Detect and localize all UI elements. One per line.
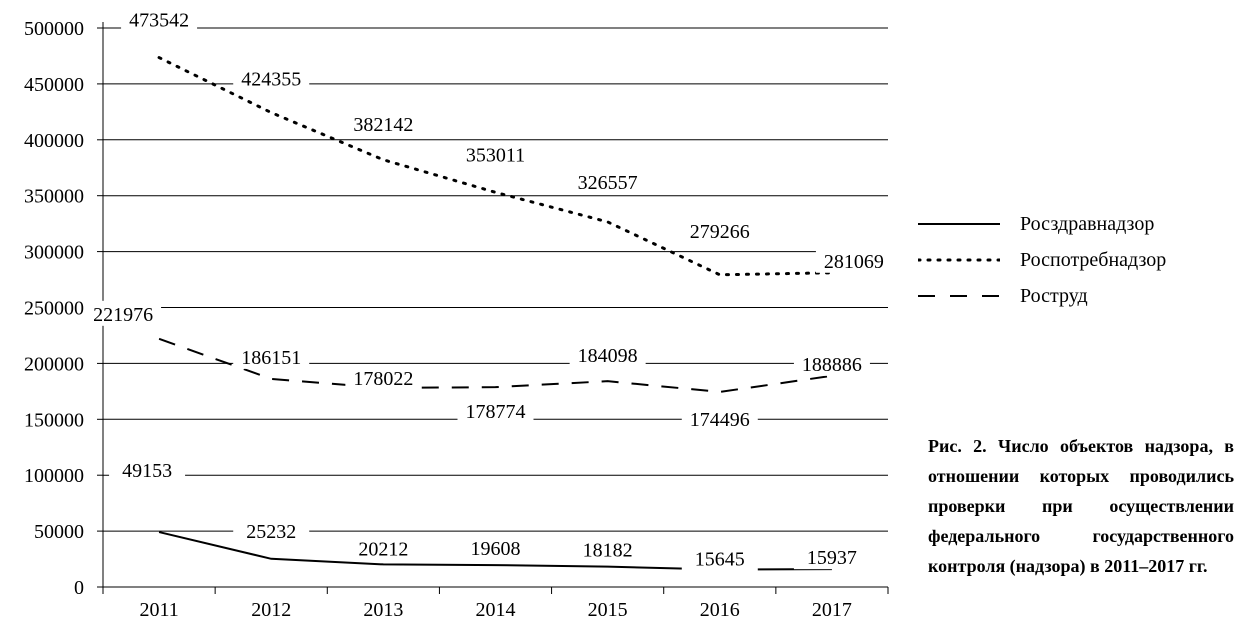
- data-label-background: [681, 217, 758, 243]
- data-label-background: [121, 6, 198, 32]
- data-label-background: [681, 545, 758, 571]
- legend-item-roszdravnadzor: Росздравнадзор: [918, 206, 1234, 242]
- data-label: 20212: [358, 538, 408, 560]
- y-tick-label: 400000: [24, 130, 84, 152]
- data-label-background: [569, 536, 646, 562]
- data-label-background: [233, 343, 310, 369]
- data-label-background: [233, 517, 310, 543]
- figure-caption: Рис. 2. Число объектов надзора, в отноше…: [928, 436, 1234, 576]
- data-label-background: [457, 141, 534, 167]
- data-label: 19608: [471, 538, 521, 560]
- data-label-background: [569, 342, 646, 368]
- data-label-background: [569, 168, 646, 194]
- data-label-background: [457, 398, 534, 424]
- data-label: 178774: [466, 401, 526, 423]
- data-label-background: [457, 535, 534, 561]
- series-lines: [157, 56, 834, 571]
- x-tick-label: 2011: [139, 599, 178, 621]
- series-line-dotted: [157, 56, 834, 277]
- y-tick-label: 300000: [24, 242, 84, 264]
- data-label: 424355: [241, 69, 301, 91]
- x-tick-label: 2016: [700, 599, 740, 621]
- legend-dashed-line-swatch: [918, 295, 1000, 297]
- y-tick-label: 50000: [34, 521, 84, 543]
- data-label: 15645: [695, 549, 745, 571]
- data-label: 25232: [246, 521, 296, 543]
- y-tick-label: 0: [74, 577, 84, 599]
- y-tick-label: 150000: [24, 409, 84, 431]
- y-tick-label: 100000: [24, 465, 84, 487]
- data-label: 473542: [129, 10, 189, 32]
- axes: 0 50000 100000 150000 200000 250000 300000 3500…: [24, 18, 889, 621]
- data-label: 279266: [690, 221, 750, 243]
- legend-solid-line-swatch: [918, 223, 1000, 225]
- data-label: 382142: [353, 114, 413, 136]
- series-line-dashed: [158, 337, 833, 393]
- data-label-background: [85, 300, 162, 326]
- data-label-background: [815, 247, 892, 273]
- data-label: 221976: [93, 304, 153, 326]
- data-label-background: [793, 544, 870, 570]
- y-tick-label: 500000: [24, 18, 84, 40]
- data-label-background: [109, 457, 186, 483]
- data-label: 188886: [802, 354, 862, 376]
- x-tick-label: 2017: [812, 599, 852, 621]
- x-tick-label: 2015: [588, 599, 628, 621]
- data-label-background: [681, 405, 758, 431]
- legend-item-rostrud: Роструд: [918, 278, 1234, 314]
- data-label: 281069: [824, 251, 884, 273]
- data-label: 353011: [466, 144, 525, 166]
- data-label-background: [345, 535, 422, 561]
- data-label: 174496: [690, 409, 750, 431]
- y-tick-label: 350000: [24, 186, 84, 208]
- data-label-background: [345, 364, 422, 390]
- data-label: 178022: [353, 368, 413, 390]
- data-label-background: [233, 65, 310, 91]
- data-label-background: [345, 110, 422, 136]
- line-chart: 0 50000 100000 150000 200000 250000 300000 3500…: [24, 6, 892, 621]
- legend-dotted-line-swatch: [918, 258, 1000, 262]
- x-tick-label: 2013: [363, 599, 403, 621]
- legend-label-rospotrebnadzor: Роспотребнадзор: [1020, 248, 1167, 271]
- legend-item-rospotrebnadzor: Роспотребнадзор: [918, 242, 1234, 278]
- data-label: 186151: [241, 347, 301, 369]
- gridlines: [103, 27, 888, 532]
- legend: Росздравнадзор Роспотребнадзор Роструд: [918, 206, 1234, 314]
- legend-label-rostrud: Роструд: [1020, 284, 1088, 307]
- y-tick-label: 450000: [24, 74, 84, 96]
- legend-label-roszdravnadzor: Росздравнадзор: [1020, 212, 1155, 235]
- data-label: 15937: [807, 547, 857, 569]
- data-label-background: [793, 350, 870, 376]
- data-label: 49153: [122, 460, 172, 482]
- data-label: 326557: [578, 172, 638, 194]
- y-tick-label: 200000: [24, 353, 84, 375]
- x-tick-label: 2012: [251, 599, 291, 621]
- x-tick-label: 2014: [476, 599, 516, 621]
- data-labels: 49153 25232 20212 19608 18182 15645 15937 47354…: [85, 6, 892, 571]
- data-label: 184098: [578, 345, 638, 367]
- y-tick-label: 250000: [24, 298, 84, 320]
- data-label: 18182: [583, 540, 633, 562]
